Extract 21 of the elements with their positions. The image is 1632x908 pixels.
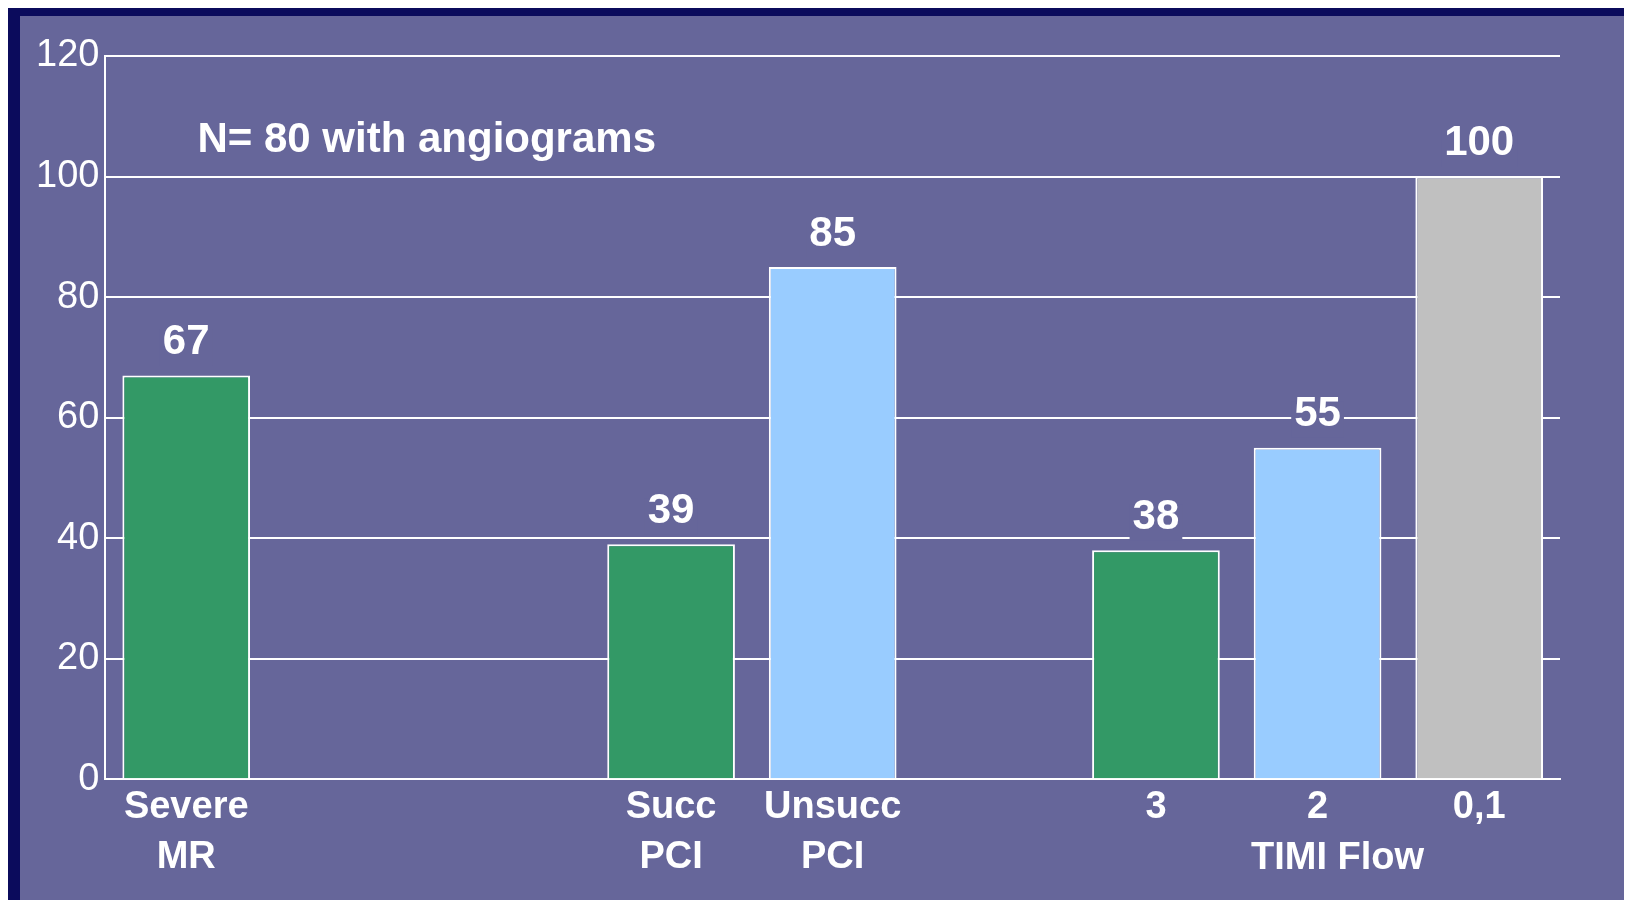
- y-tick-label: 80: [57, 273, 100, 316]
- y-tick-label: 20: [57, 635, 100, 678]
- data-label: 39: [647, 484, 695, 532]
- y-tick-label: 60: [57, 394, 100, 437]
- x-tick-label: Severe MR: [123, 784, 249, 876]
- data-label: 38: [1132, 490, 1180, 538]
- x-tick-label: 3: [1145, 784, 1167, 827]
- x-tick-label: Unsucc PCI: [764, 784, 902, 876]
- data-label: 67: [162, 315, 210, 363]
- text: TIMI Flow: [1251, 834, 1425, 877]
- x-tick-label: 2: [1307, 784, 1329, 827]
- x-tick-label: Succ PCI: [625, 784, 717, 876]
- x-tick-label: 0,1: [1452, 784, 1506, 827]
- annotation: N= 80 with angiograms: [197, 113, 657, 161]
- data-label: 85: [809, 207, 857, 255]
- y-tick-label: 0: [78, 755, 100, 798]
- data-label: 55: [1294, 388, 1341, 436]
- y-tick-label: 40: [57, 514, 100, 557]
- y-tick-label: 120: [36, 32, 100, 75]
- data-label: 100: [1444, 117, 1515, 165]
- y-tick-label: 100: [36, 153, 100, 196]
